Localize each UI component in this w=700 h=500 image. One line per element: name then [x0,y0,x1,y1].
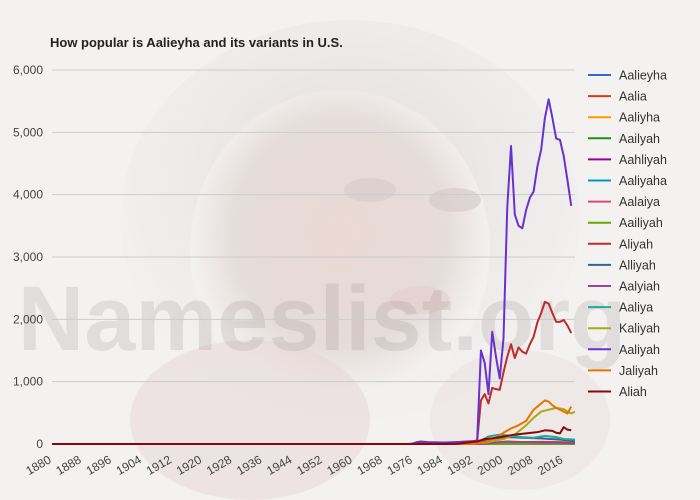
legend-item-jaliyah[interactable]: Jaliyah [588,364,658,378]
legend-item-alliyah[interactable]: Alliyah [588,258,656,272]
legend-item-aaliyah[interactable]: Aaliyah [588,343,660,357]
y-tick-label: 6,000 [13,63,43,77]
legend-label-aaliyha: Aaliyha [619,111,660,125]
x-tick-label: 2016 [535,452,565,478]
legend-item-aalieyha[interactable]: Aalieyha [588,69,667,83]
legend-label-aaliyaha: Aaliyaha [619,174,667,188]
x-tick-label: 1920 [174,452,204,478]
x-tick-label: 1944 [264,452,294,478]
grid-lines [52,69,575,445]
legend-item-kaliyah[interactable]: Kaliyah [588,322,660,336]
legend-item-aailyah[interactable]: Aailyah [588,132,660,146]
legend-label-alliyah: Alliyah [619,258,656,272]
x-tick-label: 1888 [53,452,83,478]
legend-label-aaliya: Aaliya [619,301,653,315]
legend-label-jaliyah: Jaliyah [619,364,658,378]
legend-item-aalaiya[interactable]: Aalaiya [588,195,660,209]
legend-label-aliah: Aliah [619,385,647,399]
legend-label-aalaiya: Aalaiya [619,195,660,209]
legend: Aalieyha Aalia Aaliyha Aailyah Aahliyah Aaliy… [588,69,667,399]
legend-label-aahliyah: Aahliyah [619,153,667,167]
x-tick-label: 1992 [445,452,475,478]
legend-label-aliyah: Aliyah [619,237,653,251]
legend-label-kaliyah: Kaliyah [619,322,660,336]
x-axis: 1880 1888 1896 1904 1912 1920 1928 1936 1944 1952… [23,452,565,478]
y-tick-label: 4,000 [13,188,43,202]
series-line-aalyiah [52,440,576,445]
legend-label-aalyiah: Aalyiah [619,280,660,294]
legend-item-aalyiah[interactable]: Aalyiah [588,280,660,294]
series-line-aliah [52,426,572,445]
x-tick-label: 1880 [23,452,53,478]
x-tick-label: 1984 [415,452,445,478]
y-tick-label: 5,000 [13,125,43,139]
legend-label-aalieyha: Aalieyha [619,69,667,83]
y-tick-label: 0 [36,437,43,451]
x-tick-label: 1960 [324,452,354,478]
legend-item-aliyah[interactable]: Aliyah [588,237,653,251]
series-line-aaliyah [52,98,573,445]
y-tick-label: 3,000 [13,250,43,264]
x-tick-label: 1904 [114,452,144,478]
chart-title: How popular is Aalieyha and its variants… [50,35,343,50]
legend-item-aliah[interactable]: Aliah [588,385,647,399]
legend-item-aailiyah[interactable]: Aailiyah [588,216,663,230]
legend-item-aaliyaha[interactable]: Aaliyaha [588,174,667,188]
legend-item-aaliyha[interactable]: Aaliyha [588,111,660,125]
legend-item-aahliyah[interactable]: Aahliyah [588,153,667,167]
legend-label-aailiyah: Aailiyah [619,216,663,230]
y-tick-label: 2,000 [13,312,43,326]
series-line-kaliyah [52,406,576,445]
legend-label-aaliyah: Aaliyah [619,343,660,357]
x-tick-label: 2000 [475,452,505,478]
y-tick-label: 1,000 [13,375,43,389]
legend-item-aaliya[interactable]: Aaliya [588,301,653,315]
x-tick-label: 1936 [234,452,264,478]
legend-label-aalia: Aalia [619,90,647,104]
x-tick-label: 1976 [385,452,415,478]
y-axis: 0 1,000 2,000 3,000 4,000 5,000 6,000 [13,63,43,451]
x-tick-label: 1928 [204,452,234,478]
x-tick-label: 1968 [354,452,384,478]
series-lines [52,98,576,445]
legend-item-aalia[interactable]: Aalia [588,90,647,104]
x-tick-label: 1952 [294,452,324,478]
x-tick-label: 1896 [84,452,114,478]
x-tick-label: 2008 [505,452,535,478]
legend-label-aailyah: Aailyah [619,132,660,146]
x-tick-label: 1912 [144,452,174,478]
